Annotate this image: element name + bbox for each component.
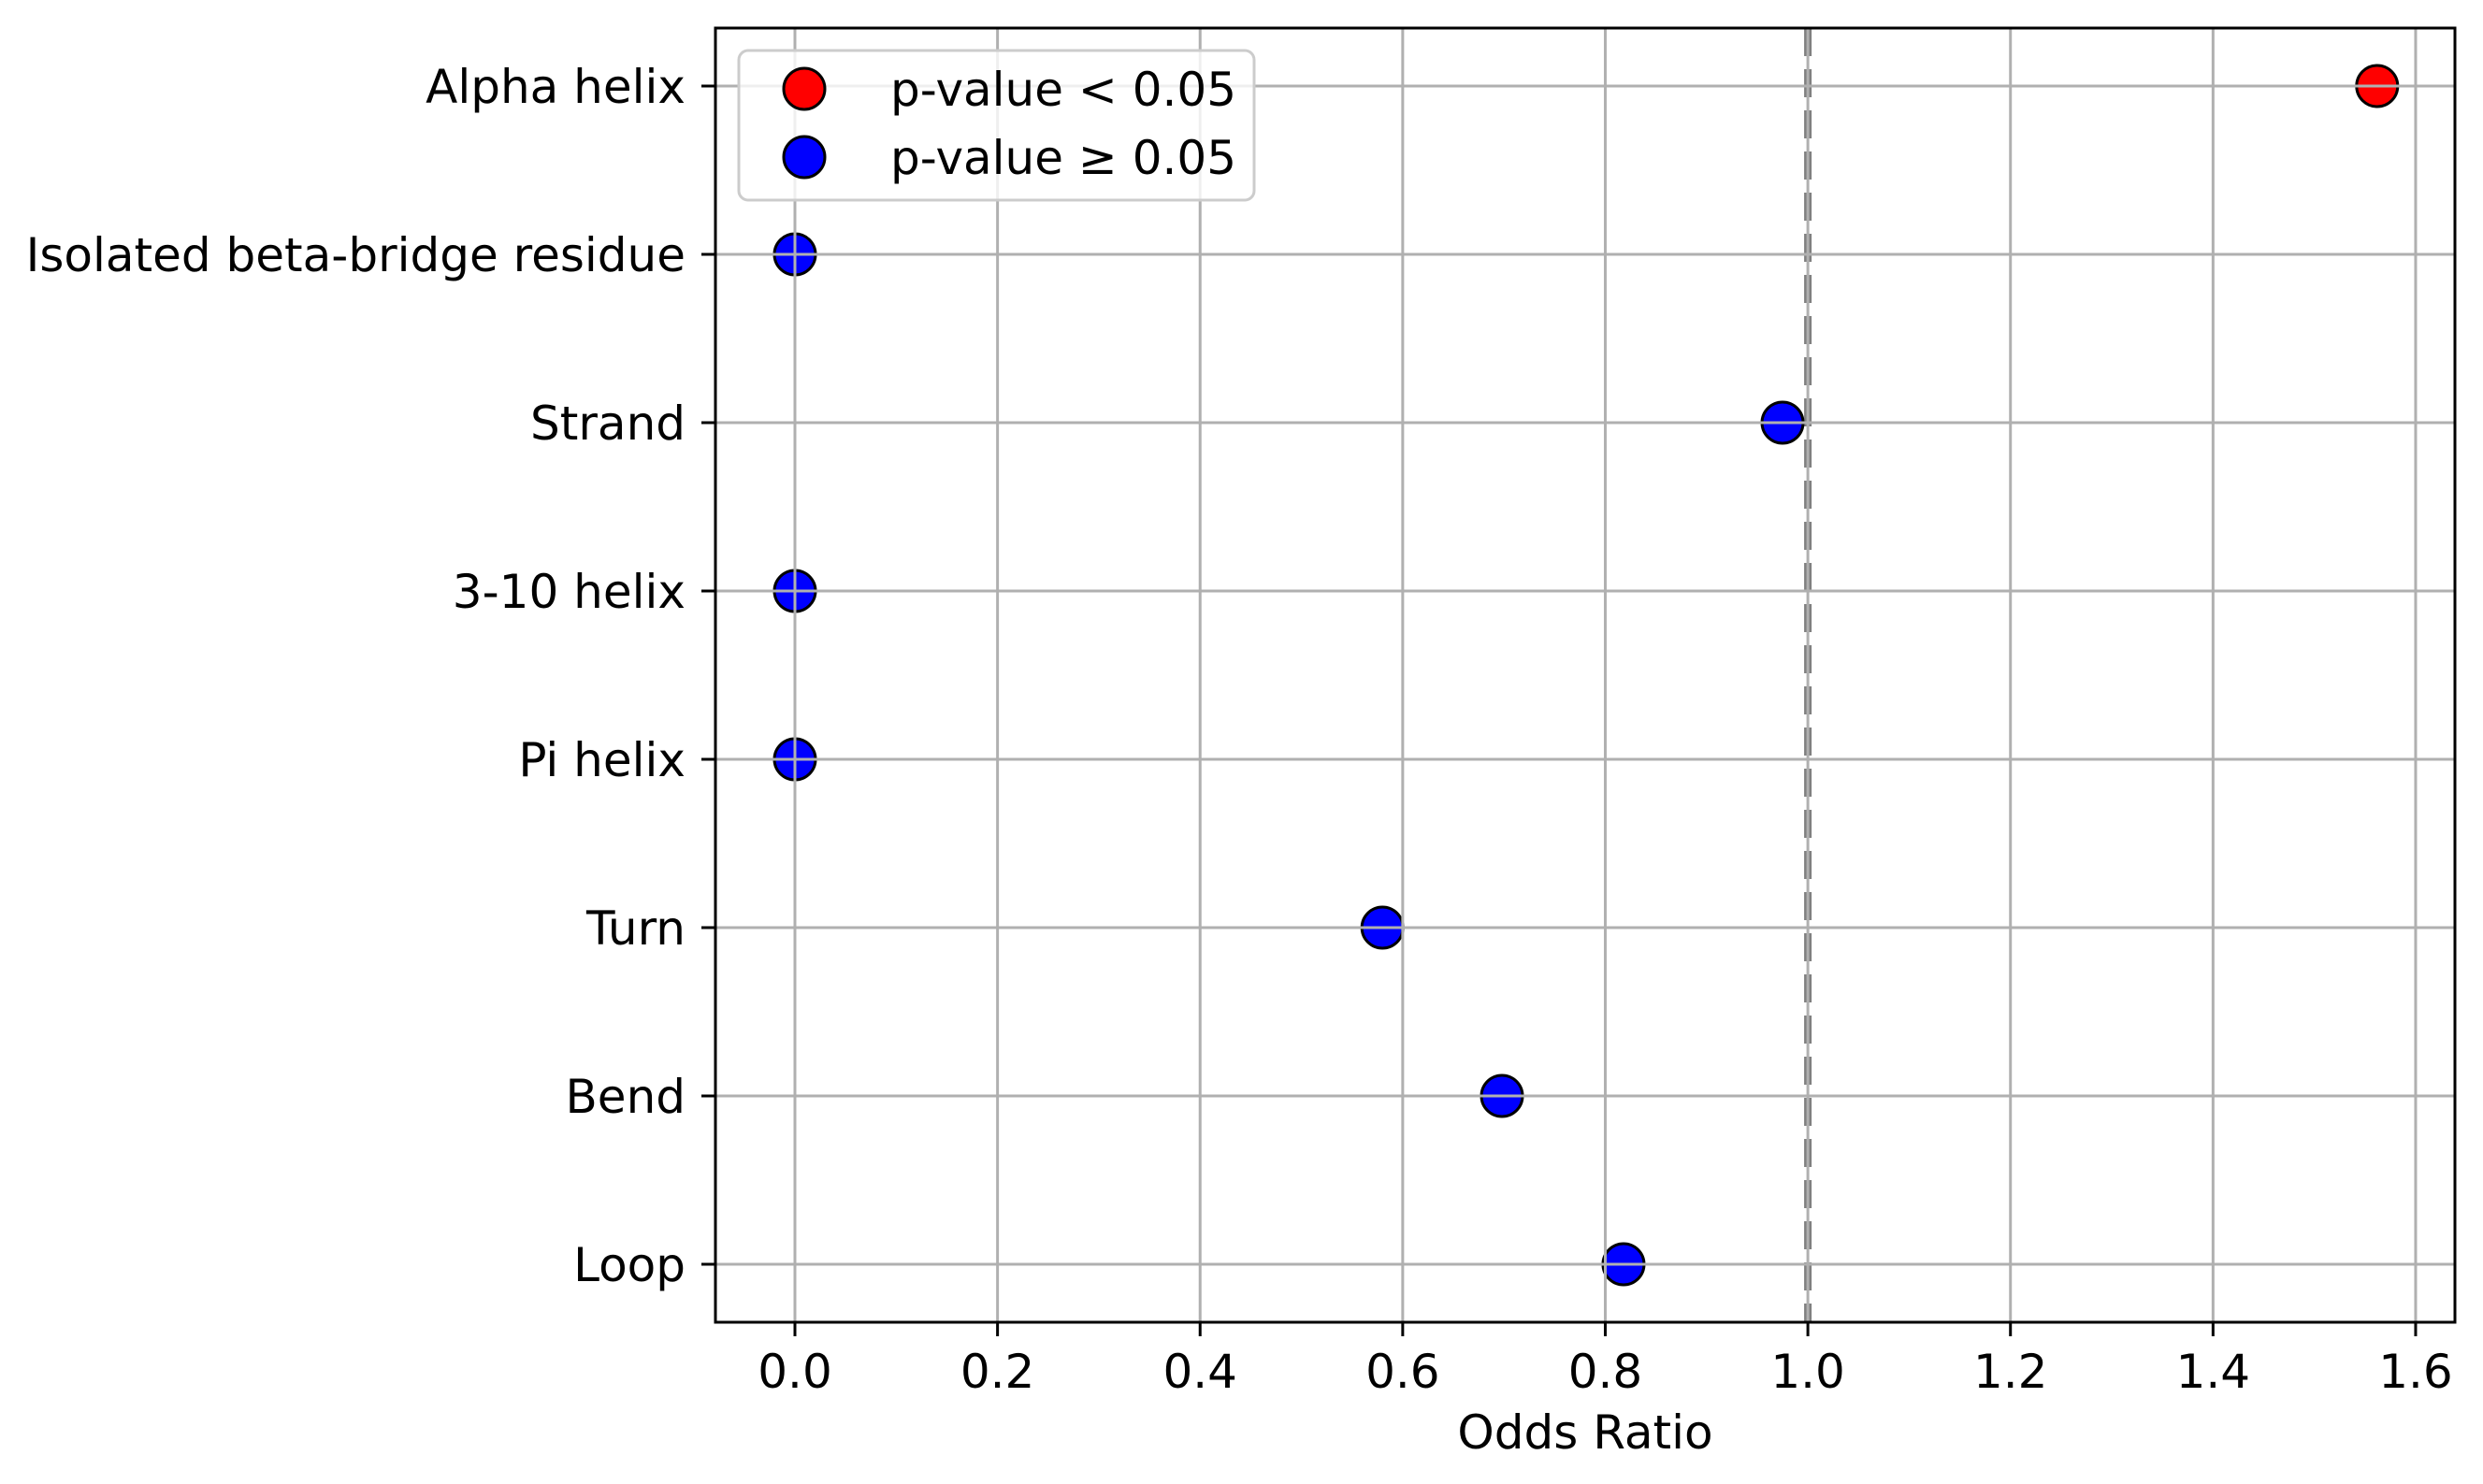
axes-frame (714, 26, 2457, 1324)
x-tick-label: 0.4 (1162, 1345, 1237, 1399)
y-tick-label: Strand (530, 396, 686, 451)
legend-marker-significant-icon (782, 66, 827, 111)
y-tick-label: Alpha helix (426, 60, 686, 114)
x-axis-ticks: 0.0 0.2 0.4 0.6 0.8 1.0 1.2 1.4 1.6 (758, 1322, 2453, 1399)
y-tick-label: Isolated beta-bridge residue (26, 228, 686, 282)
legend-marker-not-significant-icon (782, 135, 827, 180)
y-tick-label: Bend (566, 1070, 686, 1124)
x-tick-label: 1.6 (2378, 1345, 2453, 1399)
y-tick-label: Pi helix (518, 733, 686, 787)
x-axis-label: Odds Ratio (1457, 1405, 1712, 1460)
y-tick-label: Loop (573, 1238, 686, 1292)
x-tick-label: 1.0 (1770, 1345, 1845, 1399)
x-tick-label: 0.6 (1365, 1345, 1440, 1399)
y-axis-ticks: Alpha helix Isolated beta-bridge residue S… (26, 60, 715, 1292)
legend-frame (737, 49, 1256, 202)
x-tick-label: 1.4 (2176, 1345, 2251, 1399)
x-tick-label: 0.8 (1568, 1345, 1643, 1399)
x-tick-label: 1.2 (1973, 1345, 2048, 1399)
legend-label-not-significant: p-value ≥ 0.05 (890, 131, 1236, 185)
x-tick-label: 0.0 (758, 1345, 832, 1399)
x-tick-label: 0.2 (960, 1345, 1035, 1399)
grid-lines-overlay (715, 28, 2455, 1322)
y-tick-label: Turn (585, 901, 686, 956)
y-tick-label: 3-10 helix (453, 565, 686, 619)
legend: p-value < 0.05 p-value ≥ 0.05 (737, 49, 1256, 202)
data-points (772, 64, 2400, 1287)
legend-label-significant: p-value < 0.05 (890, 63, 1236, 117)
